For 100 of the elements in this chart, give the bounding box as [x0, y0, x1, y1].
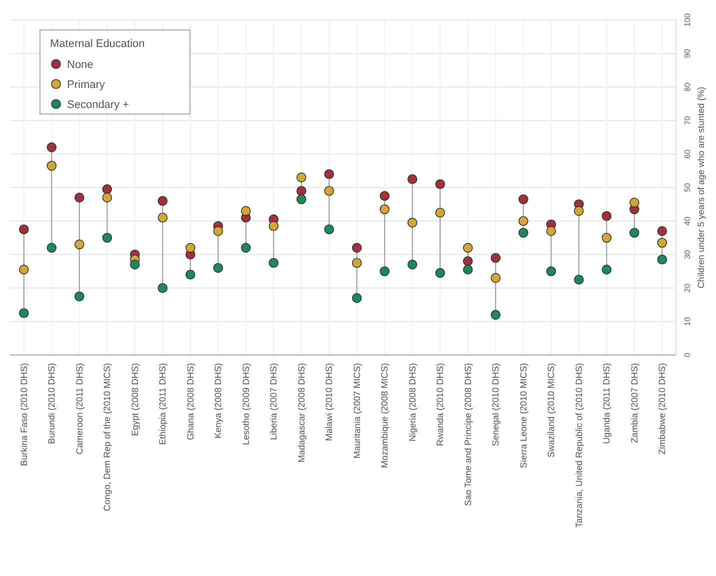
point [490, 273, 501, 283]
y-tick-label: 30 [683, 250, 692, 259]
point [102, 192, 112, 202]
point [380, 190, 390, 201]
legend-label: None [67, 59, 94, 71]
point [407, 174, 418, 184]
y-tick-label: 10 [683, 316, 692, 326]
y-tick-label: 100 [683, 12, 692, 27]
point [407, 260, 418, 270]
point [324, 169, 334, 179]
x-tick-label: Burundi (2010 DHS) [46, 363, 57, 444]
point [435, 268, 446, 278]
y-tick-label: 90 [683, 48, 692, 58]
legend-label: Secondary + [67, 99, 130, 111]
point [213, 226, 224, 236]
point [102, 184, 112, 194]
point [158, 283, 168, 293]
x-tick-label: Ghana (2008 DHS) [185, 363, 196, 440]
point [18, 308, 29, 318]
point [602, 211, 612, 221]
point [102, 232, 112, 243]
x-tick-label: Sao Tome and Principe (2008 DHS) [462, 363, 473, 506]
point [268, 221, 279, 231]
x-tick-label: Nigeria (2008 DHS) [407, 363, 418, 442]
point [518, 216, 528, 226]
y-tick-label: 20 [683, 283, 692, 292]
legend-title: Maternal Education [50, 38, 145, 50]
point [380, 204, 390, 214]
legend-label: Primary [67, 79, 106, 91]
point [462, 256, 473, 266]
point [462, 242, 473, 253]
y-tick-label: 40 [683, 216, 692, 226]
point [130, 260, 140, 270]
point [435, 208, 446, 218]
point [490, 310, 501, 320]
point [352, 293, 362, 303]
point [602, 232, 612, 243]
x-tick-label: Zimbabwe (2010 DHS) [657, 363, 668, 455]
x-tick-label: Lesotho (2009 DHS) [240, 363, 251, 446]
point [462, 264, 473, 274]
x-tick-label: Zambia (2007 DHS) [629, 363, 640, 444]
point [74, 192, 84, 202]
point [407, 218, 418, 228]
x-tick-label: Rwanda (2010 DHS) [435, 363, 446, 446]
x-tick-label: Mauritania (2007 MICS) [352, 363, 362, 459]
x-tick-label: Egypt (2008 DHS) [130, 363, 140, 436]
point [296, 194, 306, 204]
point [324, 186, 334, 196]
point [185, 270, 196, 280]
point [518, 228, 528, 238]
point [18, 264, 29, 274]
x-tick-label: Madagascar (2008 DHS) [296, 363, 306, 463]
y-tick-label: 80 [683, 82, 692, 92]
point [435, 179, 446, 190]
point [185, 242, 196, 253]
point [546, 266, 556, 276]
point [352, 258, 362, 268]
point [213, 263, 224, 273]
point [657, 254, 668, 264]
y-tick-label: 60 [683, 149, 692, 158]
y-tick-label: 0 [683, 352, 692, 358]
x-tick-label: Burkina Faso (2010 DHS) [18, 363, 29, 466]
y-axis-title: Children under 5 years of age who are stunted (%) [696, 86, 706, 288]
point [380, 266, 390, 276]
point [240, 206, 251, 216]
point [518, 194, 528, 204]
x-tick-label: Congo, Dem Rep of the (2010 MICS) [102, 363, 112, 512]
point [74, 291, 84, 302]
point [574, 206, 584, 216]
point [74, 240, 84, 250]
y-tick-label: 70 [683, 116, 692, 125]
x-tick-label: Mozambique (2008 MICS) [380, 363, 390, 468]
point [268, 258, 279, 268]
point [574, 274, 584, 285]
point [18, 224, 29, 234]
point [657, 226, 668, 236]
point [629, 228, 640, 238]
point [629, 198, 640, 208]
x-tick-label: Liberia (2007 DHS) [268, 363, 279, 440]
point [296, 186, 306, 196]
x-tick-label: Tanzania, United Republic of (2010 DHS) [574, 363, 584, 528]
x-tick-label: Malawi (2010 DHS) [324, 363, 334, 442]
point [602, 264, 612, 274]
y-tick-label: 50 [683, 182, 692, 192]
point [490, 252, 501, 263]
point [46, 142, 57, 152]
x-tick-label: Cameroon (2011 DHS) [74, 363, 84, 454]
x-tick-label: Kenya (2008 DHS) [213, 363, 224, 439]
point [657, 238, 668, 248]
point [46, 242, 57, 253]
x-tick-label: Senegal (2010 DHS) [490, 363, 501, 446]
x-tick-label: Swaziland (2010 MICS) [546, 363, 556, 458]
x-tick-label: Sierra Leone (2010 MICS) [518, 363, 528, 468]
point [324, 224, 334, 234]
x-tick-label: Uganda (2011 DHS) [602, 363, 612, 444]
point [46, 160, 57, 171]
point [158, 212, 168, 223]
point [240, 242, 251, 253]
point [352, 242, 362, 253]
point [158, 196, 168, 206]
